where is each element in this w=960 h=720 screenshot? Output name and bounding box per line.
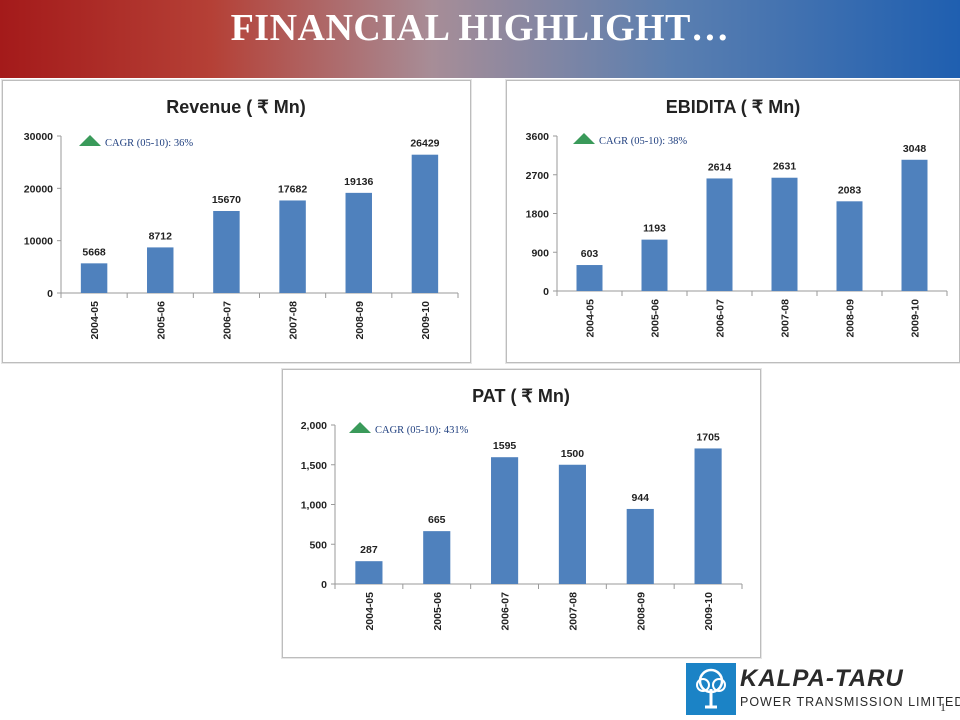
pat-chart: PAT ( ₹ Mn) 0 500 1,000 1,500 2,000 287 2004-05… xyxy=(301,386,743,631)
ebidita-bar xyxy=(901,159,928,291)
ebidita-x-tick-label: 2009-10 xyxy=(910,299,922,338)
ebidita-y-tick-label: 3600 xyxy=(526,131,550,143)
revenue-bar xyxy=(147,247,174,293)
ebidita-y-tick-label: 900 xyxy=(531,247,549,259)
ebidita-chart-title: EBIDITA ( ₹ Mn) xyxy=(666,97,800,117)
revenue-data-label: 15670 xyxy=(212,194,241,206)
ebidita-data-label: 3048 xyxy=(903,143,927,155)
slide-title: FINANCIAL HIGHLIGHT… xyxy=(230,7,730,49)
revenue-x-tick-label: 2006-07 xyxy=(221,301,233,340)
pat-data-label: 1705 xyxy=(696,431,720,443)
ebidita-data-label: 2631 xyxy=(773,161,797,173)
revenue-chart-title: Revenue ( ₹ Mn) xyxy=(166,97,305,117)
pat-data-label: 287 xyxy=(360,544,378,556)
company-logo: KALPA-TARU POWER TRANSMISSION LIMITED xyxy=(686,663,960,715)
revenue-y-tick-label: 20000 xyxy=(24,183,53,195)
logo-subtitle: POWER TRANSMISSION LIMITED xyxy=(740,695,960,709)
ebidita-bar xyxy=(836,201,863,291)
ebidita-y-tick-label: 0 xyxy=(543,286,549,298)
pat-x-tick-label: 2009-10 xyxy=(703,592,715,631)
revenue-x-tick-label: 2004-05 xyxy=(89,301,101,340)
revenue-chart-panel: Revenue ( ₹ Mn) 0 10000 20000 30000 5668 2004-… xyxy=(2,80,471,363)
ebidita-cagr-triangle-icon xyxy=(573,133,595,144)
ebidita-x-tick-label: 2005-06 xyxy=(650,299,662,338)
ebidita-cagr-annotation: CAGR (05-10): 38% xyxy=(599,136,687,147)
pat-bar xyxy=(626,508,654,584)
revenue-x-tick-label: 2005-06 xyxy=(155,301,167,340)
pat-bar xyxy=(423,531,451,584)
logo-name: KALPA-TARU xyxy=(740,665,904,692)
ebidita-chart: EBIDITA ( ₹ Mn) 0 900 1800 2700 3600 603 2004-0… xyxy=(526,97,948,338)
ebidita-data-label: 1193 xyxy=(643,223,666,235)
revenue-y-tick-label: 10000 xyxy=(24,236,53,248)
ebidita-bar xyxy=(641,239,668,291)
title-banner: FINANCIAL HIGHLIGHT… xyxy=(0,0,960,78)
revenue-bar xyxy=(80,263,108,293)
revenue-y-tick-label: 0 xyxy=(47,288,53,300)
pat-data-label: 1500 xyxy=(561,448,585,460)
revenue-data-label: 26429 xyxy=(410,138,439,150)
revenue-data-label: 8712 xyxy=(149,230,173,242)
revenue-cagr-triangle-icon xyxy=(79,135,101,146)
pat-x-tick-label: 2005-06 xyxy=(432,592,444,631)
revenue-chart: Revenue ( ₹ Mn) 0 10000 20000 30000 5668 2004-… xyxy=(24,97,459,340)
revenue-bar xyxy=(411,154,439,293)
pat-x-tick-label: 2004-05 xyxy=(364,592,376,631)
revenue-data-label: 5668 xyxy=(82,246,106,258)
pat-chart-title: PAT ( ₹ Mn) xyxy=(472,386,570,406)
ebidita-data-label: 2614 xyxy=(708,161,732,173)
pat-data-label: 665 xyxy=(428,514,446,526)
ebidita-data-label: 2083 xyxy=(838,184,862,196)
revenue-y-tick-label: 30000 xyxy=(24,131,53,143)
pat-data-label: 1595 xyxy=(493,440,517,452)
ebidita-bar xyxy=(576,265,603,291)
revenue-bar xyxy=(213,210,240,293)
ebidita-bar xyxy=(706,178,733,291)
pat-bar xyxy=(694,448,722,584)
pat-chart-panel: PAT ( ₹ Mn) 0 500 1,000 1,500 2,000 287 2004-05… xyxy=(282,369,761,658)
pat-x-tick-label: 2007-08 xyxy=(567,592,579,631)
pat-y-tick-label: 1,000 xyxy=(301,500,327,512)
pat-y-tick-label: 0 xyxy=(321,579,327,591)
revenue-data-label: 19136 xyxy=(344,176,373,188)
pat-data-label: 944 xyxy=(631,492,649,504)
ebidita-bar xyxy=(771,177,798,291)
pat-cagr-annotation: CAGR (05-10): 431% xyxy=(375,425,469,436)
ebidita-x-tick-label: 2006-07 xyxy=(715,299,727,338)
page-number: 1 xyxy=(940,700,946,714)
revenue-x-tick-label: 2008-09 xyxy=(354,301,366,340)
ebidita-chart-panel: EBIDITA ( ₹ Mn) 0 900 1800 2700 3600 603 2004-0… xyxy=(506,80,960,363)
revenue-x-tick-label: 2007-08 xyxy=(288,301,300,340)
revenue-data-label: 17682 xyxy=(278,183,307,195)
pat-y-tick-label: 1,500 xyxy=(301,460,327,472)
ebidita-x-tick-label: 2004-05 xyxy=(585,299,597,338)
revenue-bar xyxy=(345,192,372,293)
pat-bar xyxy=(355,561,383,584)
ebidita-y-tick-label: 1800 xyxy=(526,209,550,221)
pat-y-tick-label: 2,000 xyxy=(301,420,327,432)
revenue-bar xyxy=(279,200,306,293)
pat-y-tick-label: 500 xyxy=(309,539,327,551)
ebidita-y-tick-label: 2700 xyxy=(526,170,550,182)
revenue-x-tick-label: 2009-10 xyxy=(420,301,432,340)
pat-bar xyxy=(491,457,519,584)
pat-x-tick-label: 2008-09 xyxy=(635,592,647,631)
ebidita-data-label: 603 xyxy=(581,248,599,260)
tree-logo-icon xyxy=(686,663,736,715)
pat-x-tick-label: 2006-07 xyxy=(500,592,512,631)
pat-cagr-triangle-icon xyxy=(349,422,371,433)
revenue-cagr-annotation: CAGR (05-10): 36% xyxy=(105,138,193,149)
ebidita-x-tick-label: 2008-09 xyxy=(845,299,857,338)
ebidita-x-tick-label: 2007-08 xyxy=(780,299,792,338)
pat-bar xyxy=(558,464,586,584)
